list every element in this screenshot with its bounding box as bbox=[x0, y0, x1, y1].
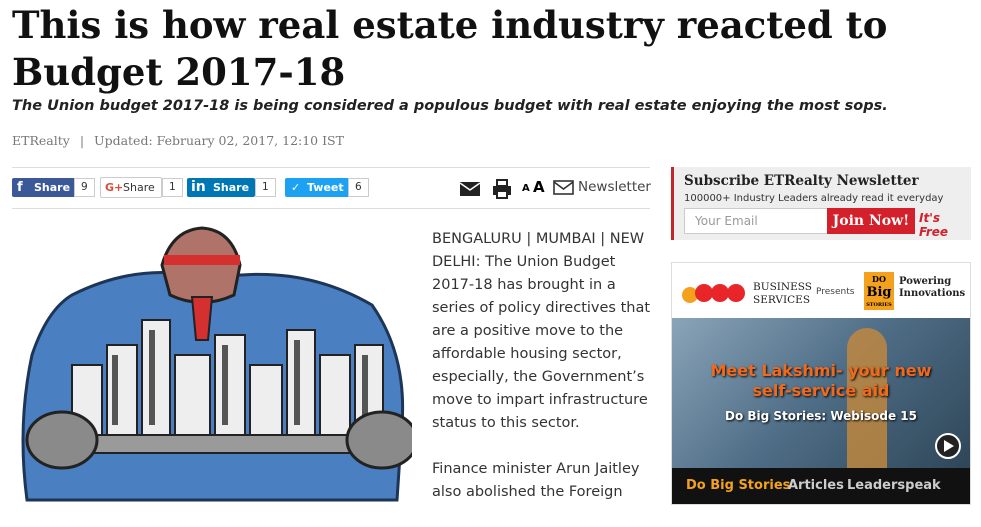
share-label: Share bbox=[123, 181, 155, 194]
tab[interactable]: Do Big Stories bbox=[686, 478, 791, 493]
share-label: Share bbox=[34, 181, 71, 194]
tab[interactable]: Leaderspeak bbox=[847, 478, 941, 493]
decoration: Powering Innovations bbox=[899, 276, 965, 300]
sponsor-logo bbox=[682, 284, 745, 303]
separator: | bbox=[79, 133, 85, 148]
sponsor-line: SERVICES bbox=[753, 294, 811, 306]
ad-headline: self-service aid bbox=[752, 381, 890, 400]
decoration bbox=[496, 190, 508, 199]
brand-logo: DO Big STORIES bbox=[864, 272, 894, 310]
sponsor-line: BUSINESS bbox=[753, 281, 812, 293]
play-button[interactable] bbox=[934, 432, 962, 460]
share-count: 6 bbox=[348, 178, 369, 197]
font-small[interactable]: A bbox=[522, 183, 530, 194]
source[interactable]: ETRealty bbox=[12, 133, 70, 148]
decoration bbox=[112, 355, 118, 425]
decoration bbox=[319, 354, 351, 436]
decoration bbox=[190, 296, 214, 341]
share-label: Tweet bbox=[307, 181, 344, 194]
decoration bbox=[106, 344, 138, 436]
linkedin-share[interactable]: in Share bbox=[187, 178, 256, 197]
tool-icons bbox=[459, 179, 511, 199]
fb-icon: f bbox=[17, 180, 23, 195]
newsletter-title: Subscribe ETRealty Newsletter bbox=[684, 173, 919, 189]
page: This is how real estate industry reacted… bbox=[12, 3, 971, 505]
decoration bbox=[25, 410, 99, 470]
share-bar: f Share 9 G+ Share 1 in Share 1 ✓ Tweet 6 A … bbox=[12, 167, 651, 209]
decoration bbox=[459, 182, 481, 191]
decoration bbox=[141, 319, 171, 436]
video-thumbnail[interactable]: Meet Lakshmi- your new self-service aid … bbox=[672, 318, 970, 468]
tagline: Innovations bbox=[899, 288, 966, 299]
article-title: This is how real estate industry reacted… bbox=[12, 3, 888, 94]
decoration bbox=[112, 330, 368, 425]
article-subtitle: The Union budget 2017-18 is being consid… bbox=[12, 98, 888, 114]
decoration bbox=[727, 284, 745, 302]
ad-panel: BUSINESS SERVICES Presents DO Big STORIE… bbox=[671, 262, 971, 505]
decoration bbox=[553, 180, 574, 195]
decoration bbox=[345, 410, 412, 470]
decoration bbox=[71, 319, 384, 436]
decoration bbox=[222, 345, 228, 425]
ad-tabs: Do Big Stories Articles Leaderspeak bbox=[672, 468, 970, 504]
decoration bbox=[164, 255, 240, 265]
facebook-share[interactable]: f Share bbox=[12, 178, 77, 197]
decoration bbox=[149, 330, 155, 425]
share-count: 9 bbox=[74, 178, 95, 197]
newsletter-widget: Subscribe ETRealty Newsletter 100000+ In… bbox=[671, 167, 971, 240]
decoration bbox=[362, 355, 368, 425]
newsletter-icon bbox=[553, 180, 574, 195]
brand-main: Big bbox=[866, 285, 892, 300]
font-large[interactable]: A bbox=[533, 178, 545, 196]
decoration bbox=[944, 440, 954, 452]
article-image bbox=[21, 226, 412, 502]
decoration bbox=[496, 179, 508, 187]
tw-icon: ✓ bbox=[291, 181, 301, 194]
share-count: 1 bbox=[255, 178, 276, 197]
presents: Presents bbox=[816, 287, 855, 297]
decoration bbox=[682, 287, 698, 303]
episode: Do Big Stories: Webisode 15 bbox=[725, 409, 917, 423]
decoration bbox=[695, 284, 713, 302]
gplus-icon: G+ bbox=[105, 181, 124, 194]
brand-bottom: STORIES bbox=[866, 302, 892, 308]
tab[interactable]: Articles bbox=[788, 478, 844, 493]
share-count: 1 bbox=[162, 178, 183, 197]
decoration bbox=[249, 364, 283, 436]
article-body: BENGALURU | MUMBAI | NEW DELHI: The Unio… bbox=[432, 228, 654, 527]
decoration: {"article": { "title": "This is how real… bbox=[12, 3, 971, 505]
email-input[interactable]: Your Email bbox=[684, 208, 828, 234]
decoration bbox=[553, 181, 574, 190]
updated: Updated: February 02, 2017, 12:10 IST bbox=[94, 133, 344, 148]
newsletter-link[interactable]: Newsletter bbox=[578, 179, 651, 195]
decoration bbox=[66, 434, 388, 454]
decoration bbox=[286, 329, 316, 436]
byline: ETRealty | Updated: February 02, 2017, 12:… bbox=[12, 133, 344, 148]
gplus-share[interactable]: G+ Share bbox=[100, 177, 162, 198]
decoration bbox=[294, 340, 300, 425]
ad-headline: Meet Lakshmi- your new bbox=[710, 361, 932, 380]
decoration: BUSINESS SERVICES bbox=[753, 281, 812, 307]
brand-top: DO bbox=[872, 274, 886, 284]
decoration bbox=[847, 328, 887, 468]
decoration bbox=[214, 334, 246, 436]
share-label: Share bbox=[213, 181, 250, 194]
twitter-share[interactable]: ✓ Tweet bbox=[285, 178, 350, 197]
in-icon: in bbox=[191, 179, 206, 195]
join-button[interactable]: Join Now! bbox=[827, 208, 915, 234]
paragraph: BENGALURU | MUMBAI | NEW DELHI: The Unio… bbox=[432, 231, 651, 431]
newsletter-subtitle: 100000+ Industry Leaders already read it… bbox=[684, 193, 944, 204]
mail-icon[interactable] bbox=[460, 182, 480, 196]
decoration bbox=[174, 354, 211, 436]
tagline: Powering bbox=[899, 276, 952, 287]
free-tag: It's Free bbox=[919, 211, 949, 239]
decoration bbox=[160, 226, 242, 304]
decoration bbox=[711, 284, 729, 302]
paragraph: Finance minister Arun Jaitley also aboli… bbox=[432, 461, 640, 500]
decoration: Meet Lakshmi- your new self-service aid bbox=[672, 361, 970, 401]
